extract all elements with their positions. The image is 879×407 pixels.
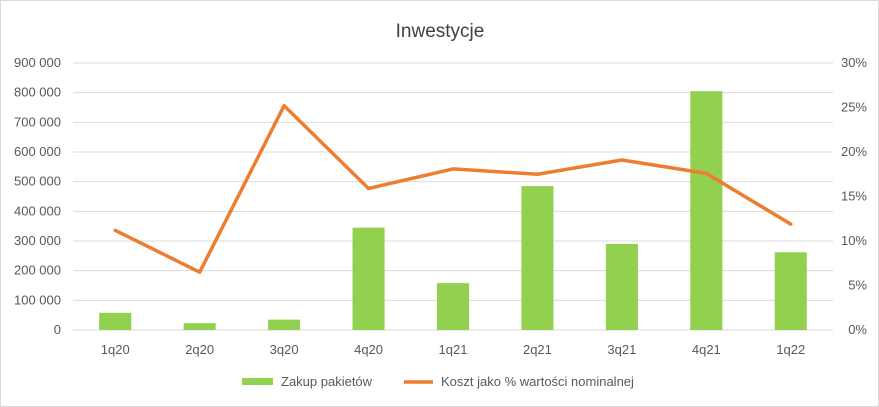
left-tick-label: 300 000 <box>14 233 61 248</box>
left-tick-label: 800 000 <box>14 85 61 100</box>
right-tick-label: 15% <box>841 189 867 204</box>
right-tick-label: 30% <box>841 55 867 70</box>
x-axis-ticks: 1q20 2q20 3q20 4q20 1q21 2q21 3q21 4q21 1q22 <box>101 342 805 357</box>
left-tick-label: 500 000 <box>14 174 61 189</box>
line-path <box>113 103 793 274</box>
left-tick-label: 200 000 <box>14 263 61 278</box>
left-axis-ticks: 0 100 000 200 000 300 000 400 000 500 000 600 … <box>14 55 61 337</box>
x-tick-label: 1q21 <box>439 342 468 357</box>
x-tick-label: 3q20 <box>270 342 299 357</box>
x-tick-label: 4q21 <box>692 342 721 357</box>
x-tick-label: 3q21 <box>607 342 636 357</box>
bar <box>268 319 301 330</box>
bar <box>521 186 554 330</box>
bar <box>436 283 470 330</box>
bar <box>352 227 385 330</box>
right-tick-label: 10% <box>841 233 867 248</box>
left-tick-label: 700 000 <box>14 114 61 129</box>
right-tick-label: 0% <box>848 322 867 337</box>
right-tick-label: 20% <box>841 144 867 159</box>
chart-title: Inwestycje <box>396 21 485 42</box>
bar <box>99 312 132 330</box>
left-tick-label: 0 <box>54 322 61 337</box>
line-series <box>113 103 793 274</box>
x-tick-label: 1q20 <box>101 342 130 357</box>
right-axis-ticks: 0% 5% 10% 15% 20% 25% 30% <box>841 55 867 337</box>
right-tick-label: 5% <box>848 278 867 293</box>
x-tick-label: 4q20 <box>354 342 383 357</box>
right-tick-label: 25% <box>841 100 867 115</box>
legend-swatch-bars <box>242 378 273 385</box>
x-tick-label: 1q22 <box>776 342 805 357</box>
x-tick-label: 2q21 <box>523 342 552 357</box>
legend-label-line: Koszt jako % wartości nominalnej <box>441 374 634 389</box>
x-tick-label: 2q20 <box>185 342 214 357</box>
legend: Zakup pakietów Koszt jako % wartości nom… <box>242 374 634 389</box>
bar <box>690 91 723 330</box>
legend-label-bars: Zakup pakietów <box>281 374 373 389</box>
left-tick-label: 400 000 <box>14 203 61 218</box>
bar <box>605 243 638 330</box>
bar <box>183 323 216 330</box>
bar-series <box>99 91 807 330</box>
left-tick-label: 600 000 <box>14 144 61 159</box>
left-tick-label: 100 000 <box>14 292 61 307</box>
left-tick-label: 900 000 <box>14 55 61 70</box>
bar <box>774 252 807 330</box>
